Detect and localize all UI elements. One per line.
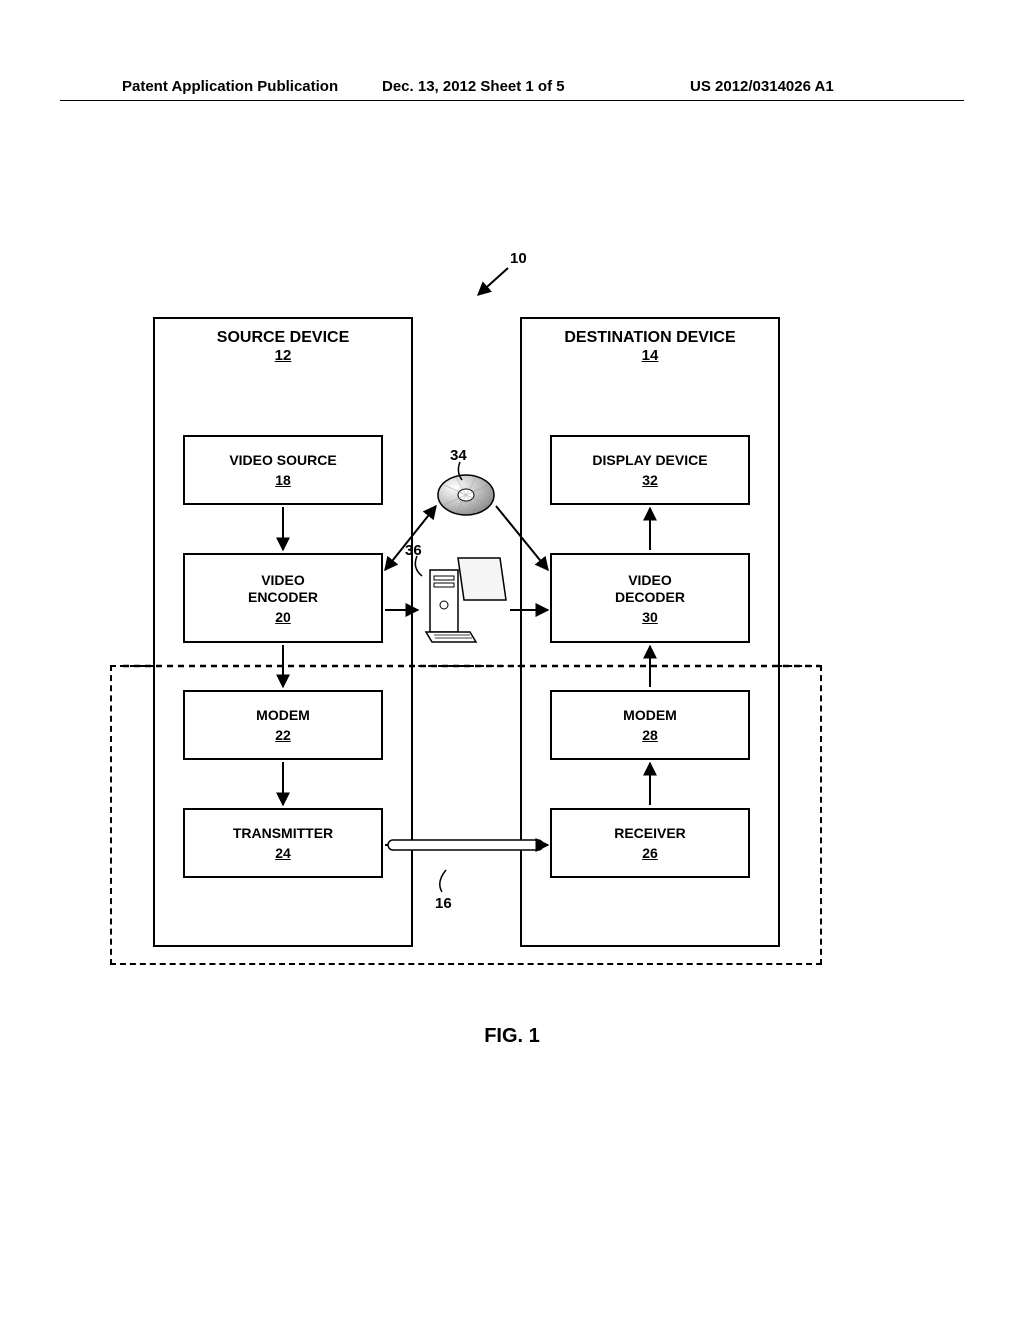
header-mid-text: Dec. 13, 2012 Sheet 1 of 5	[382, 78, 565, 95]
figure-label: FIG. 1	[0, 1025, 1024, 1048]
display-device-label: DISPLAY DEVICE	[552, 452, 748, 470]
receiver-label: RECEIVER	[552, 825, 748, 843]
video-source-block: VIDEO SOURCE 18	[183, 435, 383, 505]
transmitter-label: TRANSMITTER	[185, 825, 381, 843]
video-decoder-num: 30	[552, 609, 748, 625]
modem-dest-num: 28	[552, 727, 748, 743]
transmitter-num: 24	[185, 845, 381, 861]
modem-dest-label: MODEM	[552, 707, 748, 725]
ref-disc: 34	[450, 447, 467, 464]
modem-source-label: MODEM	[185, 707, 381, 725]
video-source-label: VIDEO SOURCE	[185, 452, 381, 470]
transmitter-block: TRANSMITTER 24	[183, 808, 383, 878]
diagram: 10 SOURCE DEVICE 12 DESTINATION DEVICE 1…	[120, 250, 920, 980]
display-device-num: 32	[552, 472, 748, 488]
receiver-num: 26	[552, 845, 748, 861]
page: Patent Application Publication Dec. 13, …	[0, 0, 1024, 1320]
video-decoder-block: VIDEO DECODER 30	[550, 553, 750, 643]
video-source-num: 18	[185, 472, 381, 488]
ref-system: 10	[510, 250, 527, 267]
source-device-title: SOURCE DEVICE	[155, 329, 411, 347]
source-device-num: 12	[155, 347, 411, 364]
video-encoder-label: VIDEO ENCODER	[185, 572, 381, 607]
ref-channel: 16	[435, 895, 452, 912]
disc-icon	[436, 465, 496, 525]
header-left-text: Patent Application Publication	[122, 78, 338, 95]
destination-device-title: DESTINATION DEVICE	[522, 329, 778, 347]
receiver-block: RECEIVER 26	[550, 808, 750, 878]
ref-server: 36	[405, 542, 422, 559]
video-encoder-num: 20	[185, 609, 381, 625]
server-icon	[420, 550, 510, 645]
video-encoder-block: VIDEO ENCODER 20	[183, 553, 383, 643]
display-device-block: DISPLAY DEVICE 32	[550, 435, 750, 505]
modem-dest-block: MODEM 28	[550, 690, 750, 760]
header-right-text: US 2012/0314026 A1	[690, 78, 834, 95]
modem-source-block: MODEM 22	[183, 690, 383, 760]
destination-device-num: 14	[522, 347, 778, 364]
video-decoder-label: VIDEO DECODER	[552, 572, 748, 607]
modem-source-num: 22	[185, 727, 381, 743]
header-rule	[60, 100, 964, 101]
